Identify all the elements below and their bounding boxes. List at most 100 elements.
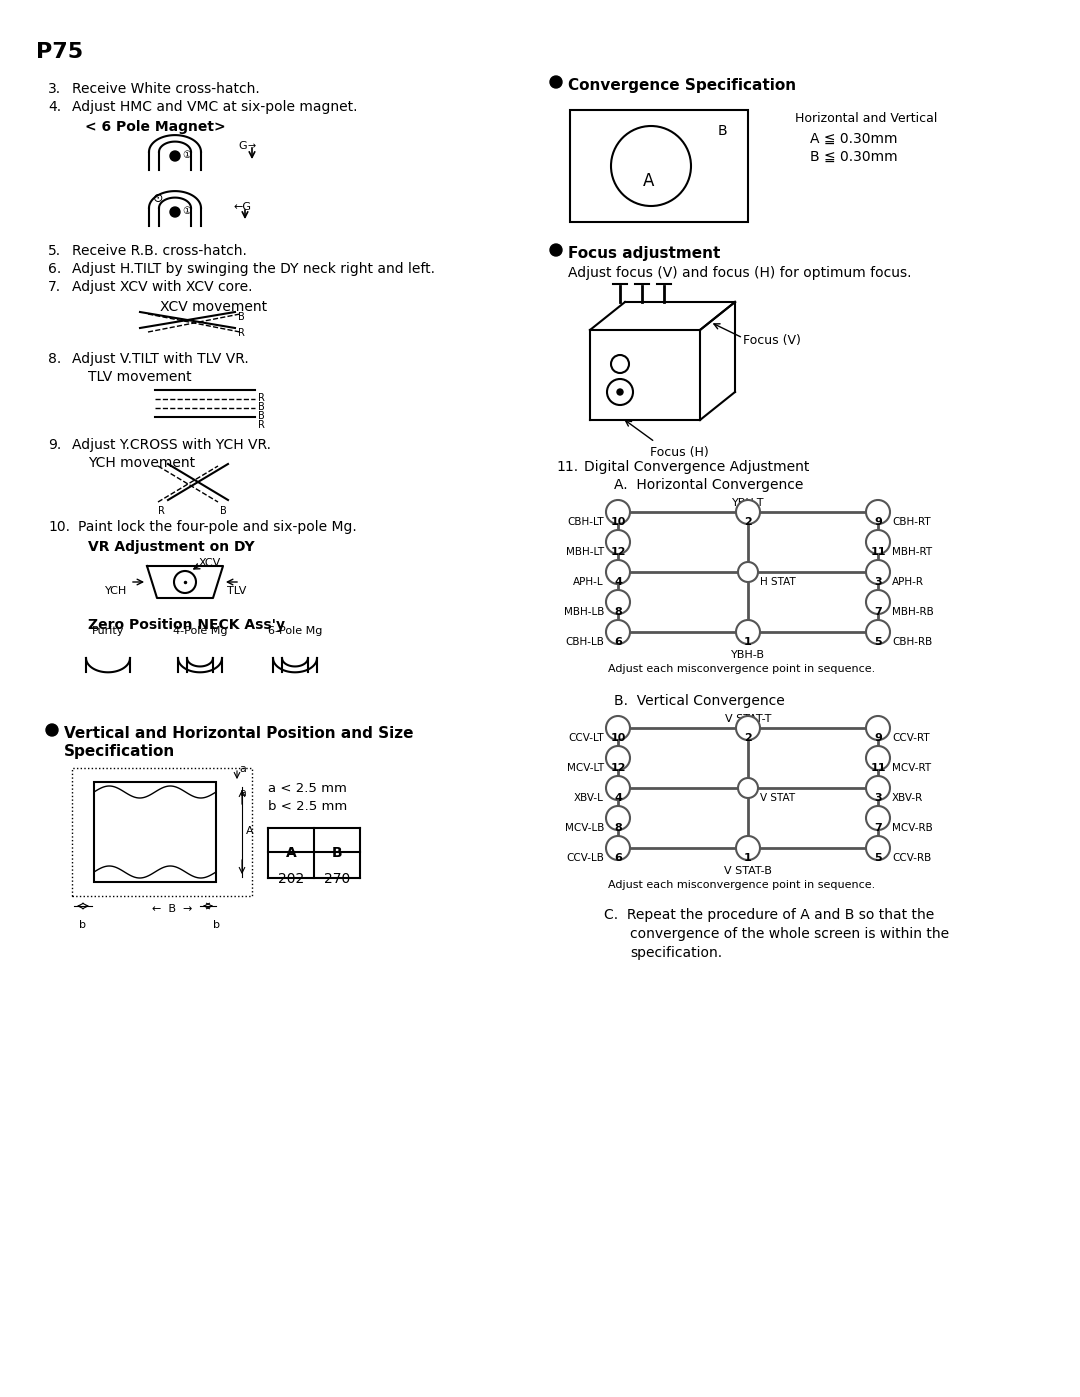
Text: MBH-RT: MBH-RT <box>892 548 932 557</box>
Text: V STAT-T: V STAT-T <box>725 714 771 724</box>
Circle shape <box>606 806 630 830</box>
Text: MBH-RB: MBH-RB <box>892 608 934 617</box>
Text: 1: 1 <box>744 854 752 863</box>
Text: 2: 2 <box>744 517 752 527</box>
Text: MBH-LB: MBH-LB <box>564 608 604 617</box>
Text: B: B <box>258 411 265 420</box>
Text: 6.: 6. <box>48 263 62 277</box>
Text: YBH-T: YBH-T <box>732 497 765 509</box>
Text: XBV-R: XBV-R <box>892 793 923 803</box>
Circle shape <box>170 207 180 217</box>
Text: Adjust XCV with XCV core.: Adjust XCV with XCV core. <box>72 279 253 293</box>
Circle shape <box>606 590 630 615</box>
Text: 12: 12 <box>610 548 625 557</box>
Text: MCV-RB: MCV-RB <box>892 823 933 833</box>
Text: YBH-B: YBH-B <box>731 650 765 659</box>
Circle shape <box>866 529 890 555</box>
Text: A ≦ 0.30mm: A ≦ 0.30mm <box>810 131 897 147</box>
Text: Convergence Specification: Convergence Specification <box>568 78 796 94</box>
Text: Focus (V): Focus (V) <box>743 334 801 346</box>
Text: CCV-LT: CCV-LT <box>568 733 604 743</box>
Text: B: B <box>238 312 245 321</box>
Text: YCH: YCH <box>105 585 127 597</box>
Text: A: A <box>246 826 254 835</box>
Text: 8.: 8. <box>48 352 62 366</box>
Circle shape <box>606 835 630 861</box>
Circle shape <box>606 746 630 770</box>
Circle shape <box>866 835 890 861</box>
Text: a < 2.5 mm: a < 2.5 mm <box>268 782 347 795</box>
Circle shape <box>866 590 890 615</box>
Text: Adjust H.TILT by swinging the DY neck right and left.: Adjust H.TILT by swinging the DY neck ri… <box>72 263 435 277</box>
Text: Vertical and Horizontal Position and Size: Vertical and Horizontal Position and Siz… <box>64 726 414 740</box>
Text: 9: 9 <box>874 517 882 527</box>
Text: Adjust Y.CROSS with YCH VR.: Adjust Y.CROSS with YCH VR. <box>72 439 271 453</box>
Circle shape <box>866 746 890 770</box>
Text: Focus (H): Focus (H) <box>650 446 708 460</box>
Circle shape <box>606 529 630 555</box>
Text: V STAT: V STAT <box>760 793 795 803</box>
Text: 4: 4 <box>615 793 622 803</box>
Text: Specification: Specification <box>64 745 175 759</box>
Text: ⊙: ⊙ <box>153 191 163 205</box>
Text: Receive R.B. cross-hatch.: Receive R.B. cross-hatch. <box>72 244 247 258</box>
Bar <box>570 110 748 222</box>
Circle shape <box>738 562 758 583</box>
Text: R: R <box>258 393 265 402</box>
Text: 8: 8 <box>615 608 622 617</box>
Text: Adjust each misconvergence point in sequence.: Adjust each misconvergence point in sequ… <box>608 880 875 890</box>
Text: APH-R: APH-R <box>892 577 924 587</box>
Text: 3: 3 <box>874 577 881 587</box>
Text: VR Adjustment on DY: VR Adjustment on DY <box>87 541 255 555</box>
Text: B ≦ 0.30mm: B ≦ 0.30mm <box>810 149 897 163</box>
Text: 4.: 4. <box>48 101 62 115</box>
Text: XBV-L: XBV-L <box>575 793 604 803</box>
Text: B: B <box>220 506 227 515</box>
Circle shape <box>606 717 630 740</box>
Circle shape <box>866 560 890 584</box>
Text: 11: 11 <box>870 548 886 557</box>
Text: P75: P75 <box>36 42 83 61</box>
Bar <box>72 768 252 895</box>
Text: CCV-RB: CCV-RB <box>892 854 931 863</box>
Text: B: B <box>332 847 342 861</box>
Text: H STAT: H STAT <box>760 577 796 587</box>
Text: A.  Horizontal Convergence: A. Horizontal Convergence <box>615 478 804 492</box>
Text: Receive White cross-hatch.: Receive White cross-hatch. <box>72 82 260 96</box>
Circle shape <box>735 717 760 740</box>
Text: R: R <box>238 328 245 338</box>
Text: ①: ① <box>183 205 191 217</box>
Text: A: A <box>285 847 296 861</box>
Text: Adjust V.TILT with TLV VR.: Adjust V.TILT with TLV VR. <box>72 352 248 366</box>
Text: A: A <box>643 172 654 190</box>
Text: 270: 270 <box>324 872 350 886</box>
Text: < 6 Pole Magnet>: < 6 Pole Magnet> <box>85 120 226 134</box>
Text: 7: 7 <box>874 823 882 833</box>
Text: a: a <box>239 764 246 774</box>
Text: CCV-LB: CCV-LB <box>566 854 604 863</box>
Text: B: B <box>718 124 728 138</box>
Circle shape <box>735 620 760 644</box>
Text: 202: 202 <box>278 872 305 886</box>
Text: 6: 6 <box>615 637 622 647</box>
Bar <box>94 782 216 882</box>
Circle shape <box>606 560 630 584</box>
Text: 5: 5 <box>874 637 881 647</box>
Circle shape <box>617 388 623 395</box>
Text: 11.: 11. <box>556 460 578 474</box>
Circle shape <box>606 775 630 800</box>
Text: 8: 8 <box>615 823 622 833</box>
Text: MCV-LT: MCV-LT <box>567 763 604 773</box>
Circle shape <box>550 75 562 88</box>
Text: TLV movement: TLV movement <box>87 370 191 384</box>
Text: 3: 3 <box>874 793 881 803</box>
Text: b: b <box>79 921 85 930</box>
Text: APH-L: APH-L <box>573 577 604 587</box>
Text: 9: 9 <box>874 733 882 743</box>
Text: CBH-LB: CBH-LB <box>565 637 604 647</box>
Text: 2: 2 <box>744 733 752 743</box>
Text: 6-Pole Mg: 6-Pole Mg <box>268 626 322 636</box>
Text: CBH-RT: CBH-RT <box>892 517 931 527</box>
Text: 5.: 5. <box>48 244 62 258</box>
Text: 12: 12 <box>610 763 625 773</box>
